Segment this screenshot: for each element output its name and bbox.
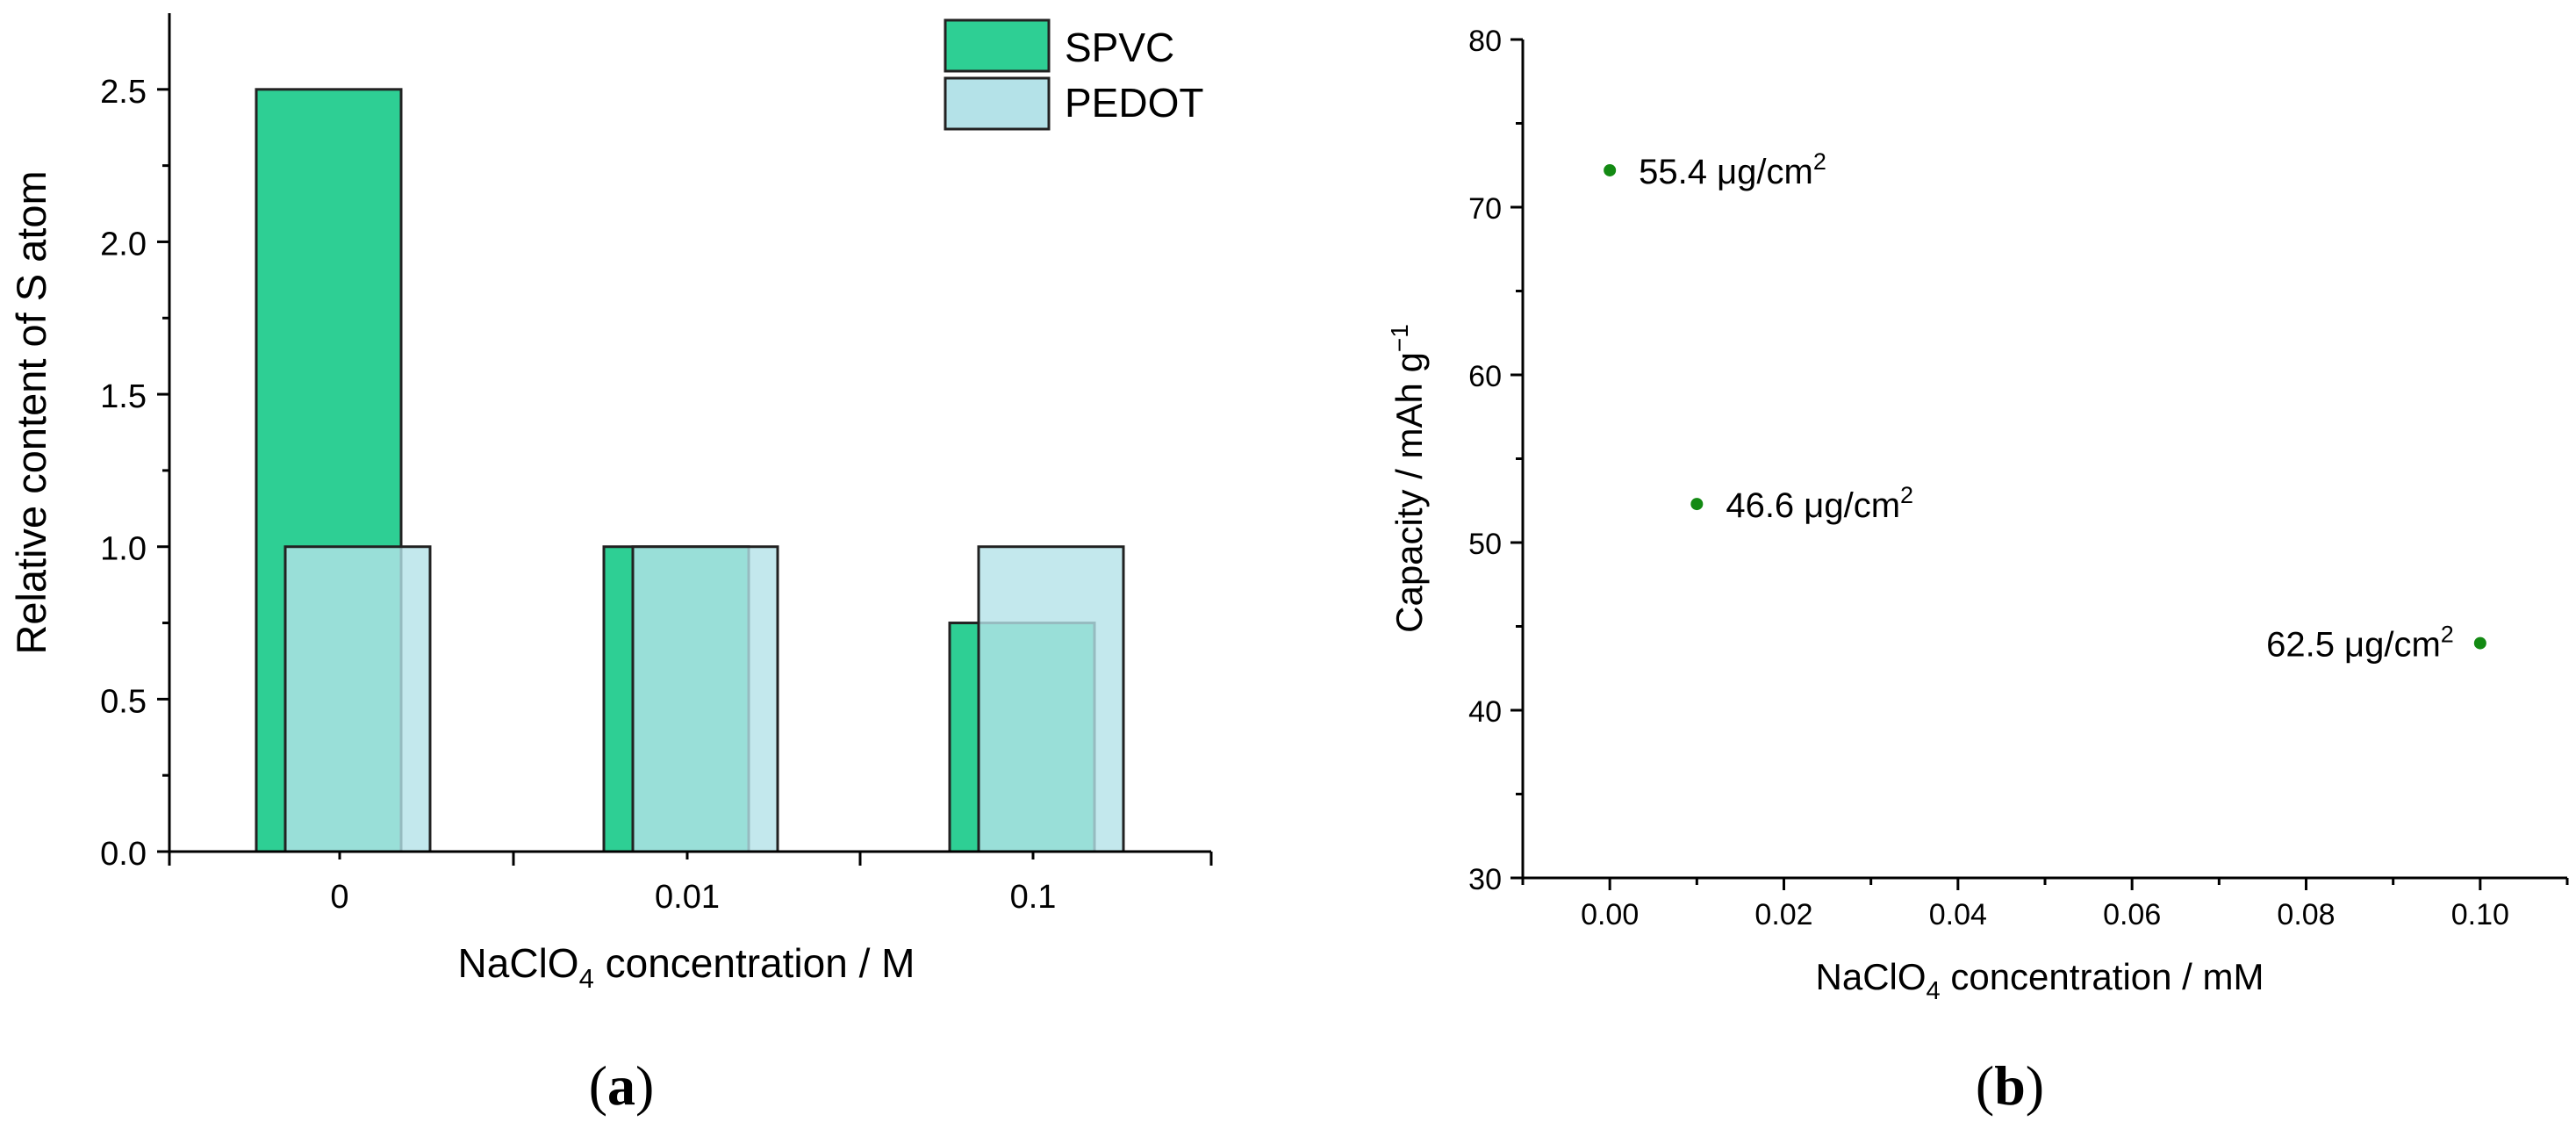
panel-a-label: (a) — [589, 1054, 655, 1117]
panel-a-x-tick-label: 0.1 — [1010, 879, 1057, 916]
scatter-point-1 — [1604, 163, 1617, 176]
panel-a-y-tick-labels: 0.0 0.5 1.0 1.5 2.0 2.5 — [100, 74, 147, 873]
point-label-superscript: 2 — [1900, 482, 1913, 508]
panel-b-y-tick-label: 60 — [1468, 360, 1502, 393]
point-label-main: 62.5 μg/cm — [2266, 626, 2441, 665]
panel-b-y-axis-label-main: Capacity / mAh g — [1388, 352, 1430, 633]
point-label-superscript: 2 — [1813, 148, 1826, 175]
panel-b-label-letter: b — [1994, 1054, 2026, 1117]
panel-b-x-axis-label-rest: concentration / mM — [1941, 956, 2264, 997]
panel-b-y-tick-label: 50 — [1468, 528, 1502, 561]
point-label-main: 55.4 μg/cm — [1639, 153, 1813, 191]
panel-a-label-close-paren: ) — [635, 1054, 654, 1117]
bar-pedot-0.01 — [631, 545, 779, 853]
panel-b-y-tick-label: 30 — [1468, 863, 1502, 896]
panel-a-x-axis-label-rest: concentration / M — [594, 940, 915, 986]
panel-a-label-letter: a — [607, 1054, 635, 1117]
panel-a-x-tick-labels: 0 0.01 0.1 — [330, 879, 1056, 916]
panel-a-x-axis-label-subscript: 4 — [579, 963, 594, 994]
panel-a-x-axis-label-main: NaClO — [458, 940, 579, 986]
panel-a-bar-chart: 0.0 0.5 1.0 1.5 2.0 2.5 0 0.01 0.1 Relative con… — [8, 13, 1213, 1117]
panel-a-y-tick-label: 2.5 — [100, 74, 147, 111]
panel-a-y-axis-label: Relative content of S atom — [8, 170, 54, 654]
panel-b-axes — [1510, 38, 2569, 890]
panel-b-label-close-paren: ) — [2026, 1054, 2044, 1117]
panel-a-axes — [157, 13, 1213, 866]
panel-a-x-tick-label: 0 — [330, 879, 348, 916]
panel-b-y-tick-labels: 30 40 50 60 70 80 — [1468, 25, 1502, 896]
panel-b-y-tick-label: 80 — [1468, 25, 1502, 58]
panel-b-x-axis-label-subscript: 4 — [1927, 977, 1941, 1005]
panel-b-x-tick-label: 0.08 — [2277, 898, 2335, 931]
point-label-3: 62.5 μg/cm2 — [2266, 622, 2454, 665]
panel-b-label: (b) — [1976, 1054, 2044, 1117]
panel-b-scatter-chart: 30 40 50 60 70 80 0.00 0.02 0.04 0.06 0.08 0.10 55… — [1386, 25, 2569, 1117]
point-label-1: 55.4 μg/cm2 — [1639, 148, 1826, 191]
panel-b-y-tick-label: 40 — [1468, 695, 1502, 729]
panel-b-y-axis-label-superscript: −1 — [1386, 324, 1413, 352]
panel-b-label-open-paren: ( — [1976, 1054, 1994, 1117]
panel-b-x-tick-label: 0.02 — [1754, 898, 1812, 931]
panel-a-y-tick-label: 0.5 — [100, 683, 147, 720]
panel-a-y-tick-label: 0.0 — [100, 836, 147, 873]
point-label-main: 46.6 μg/cm — [1726, 486, 1900, 525]
panel-b-x-axis-label: NaClO4 concentration / mM — [1816, 956, 2264, 1005]
panel-a-label-open-paren: ( — [589, 1054, 607, 1117]
panel-a-legend: SPVC PEDOT — [944, 18, 1203, 131]
scatter-point-3 — [2473, 636, 2486, 650]
panel-b-x-axis-label-main: NaClO — [1816, 956, 1927, 997]
point-label-2: 46.6 μg/cm2 — [1726, 482, 1913, 525]
panel-b-x-tick-label: 0.00 — [1581, 898, 1639, 931]
panel-b-y-tick-label: 70 — [1468, 192, 1502, 226]
bar-pedot-0.1 — [977, 545, 1125, 853]
scatter-point-2 — [1690, 498, 1704, 511]
panel-b-x-tick-label: 0.04 — [1929, 898, 1987, 931]
point-label-superscript: 2 — [2441, 622, 2454, 648]
panel-a-bars — [255, 88, 1125, 853]
legend-swatch-pedot — [944, 76, 1051, 131]
panel-a-y-tick-label: 2.0 — [100, 226, 147, 262]
legend-swatch-spvc — [944, 18, 1051, 73]
panel-a-y-tick-label: 1.0 — [100, 531, 147, 568]
bar-pedot-0 — [283, 545, 432, 853]
panel-b-y-axis-label: Capacity / mAh g−1 — [1386, 324, 1430, 633]
legend-label-pedot: PEDOT — [1065, 80, 1203, 126]
panel-a-y-tick-label: 1.5 — [100, 378, 147, 415]
panel-b-x-tick-label: 0.06 — [2103, 898, 2161, 931]
panel-a-x-tick-label: 0.01 — [655, 879, 720, 916]
panel-b-x-tick-label: 0.10 — [2451, 898, 2509, 931]
legend-label-spvc: SPVC — [1065, 25, 1174, 70]
panel-a-x-axis-label: NaClO4 concentration / M — [458, 940, 915, 994]
panel-b-x-tick-labels: 0.00 0.02 0.04 0.06 0.08 0.10 — [1581, 898, 2509, 931]
